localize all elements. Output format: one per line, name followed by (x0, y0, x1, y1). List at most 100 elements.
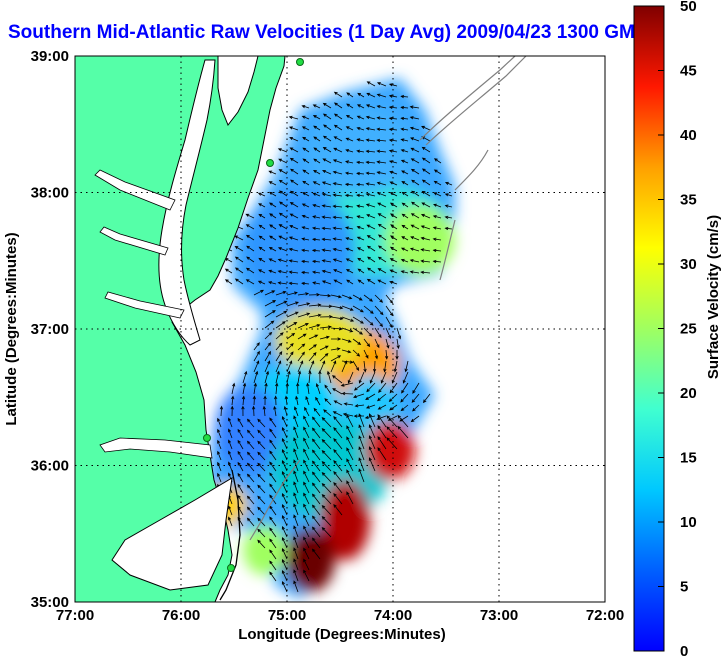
velocity-vector (321, 204, 332, 208)
velocity-vector (409, 247, 420, 252)
velocity-vector (275, 382, 279, 395)
rappahannock-river (99, 226, 169, 256)
chesapeake-bay (158, 59, 216, 346)
velocity-vector (311, 548, 321, 560)
velocity-vector (258, 257, 266, 263)
velocity-vector (275, 342, 283, 351)
velocity-vector (281, 558, 288, 571)
velocity-vector (358, 413, 365, 428)
velocity-vector (432, 248, 442, 253)
colorbar-tick-label: 50 (680, 0, 697, 15)
velocity-vector (377, 213, 387, 219)
velocity-vector (324, 384, 332, 395)
velocity-vector (352, 360, 360, 371)
velocity-vector (231, 395, 235, 406)
velocity-vector (346, 491, 354, 505)
velocity-vector (365, 171, 376, 175)
velocity-vector (333, 136, 343, 142)
velocity-vector (377, 234, 387, 241)
velocity-vector (267, 281, 277, 285)
velocity-vector (400, 393, 409, 403)
velocity-vector (444, 193, 453, 197)
velocity-vector (288, 281, 299, 286)
velocity-vector (257, 192, 266, 197)
velocity-vector (217, 461, 222, 472)
velocity-vector (264, 300, 277, 307)
velocity-vector (356, 215, 365, 219)
velocity-vector (341, 294, 353, 300)
velocity-vector (357, 257, 365, 263)
velocity-vector (257, 484, 266, 494)
pamlico-sound (111, 477, 233, 591)
velocity-vector (388, 149, 398, 153)
velocity-vector (421, 146, 431, 153)
velocity-vector (344, 215, 354, 219)
velocity-vector (277, 281, 288, 285)
velocity-vector (356, 171, 365, 176)
velocity-vector (376, 127, 387, 131)
velocity-vector (421, 136, 431, 142)
velocity-vector (401, 202, 409, 208)
velocity-vector (388, 83, 398, 87)
velocity-vector (322, 113, 332, 120)
velocity-vector (332, 182, 343, 186)
velocity-vector (237, 494, 244, 505)
velocity-vector (278, 212, 288, 219)
velocity-vector (363, 349, 369, 359)
velocity-vector (234, 256, 244, 263)
velocity-vector (281, 426, 288, 439)
velocity-vector (269, 516, 277, 527)
velocity-vector (344, 204, 354, 209)
velocity-vector (343, 402, 354, 406)
velocity-vector (345, 171, 354, 175)
james-river (104, 291, 185, 319)
velocity-vector (312, 192, 321, 197)
velocity-vector (297, 333, 307, 340)
velocity-vector (376, 171, 387, 175)
velocity-vector (400, 149, 409, 153)
velocity-vector (352, 294, 363, 301)
velocity-vector (303, 536, 310, 549)
velocity-vector (376, 116, 387, 120)
chart-title: Southern Mid-Atlantic Raw Velocities (1 … (8, 22, 647, 43)
velocity-vector (293, 525, 299, 538)
velocity-vector (358, 446, 365, 461)
velocity-vector (269, 428, 277, 439)
velocity-vector (311, 449, 321, 461)
velocity-vector (303, 426, 310, 439)
velocity-vector (281, 503, 288, 516)
velocity-vector (303, 558, 310, 571)
velocity-vector (389, 246, 398, 252)
velocity-vector (275, 351, 283, 362)
velocity-vector (302, 180, 310, 186)
velocity-vector (296, 382, 300, 395)
velocity-vector (367, 256, 376, 263)
velocity-vector (400, 94, 409, 99)
velocity-vector (330, 305, 344, 310)
velocity-vector (401, 224, 409, 230)
velocity-vector (376, 93, 387, 98)
velocity-vector (400, 105, 409, 110)
velocity-vector (401, 213, 409, 219)
velocity-vector (313, 147, 321, 153)
velocity-vector (444, 204, 453, 208)
velocity-vector (237, 472, 244, 483)
velocity-vector (389, 258, 398, 263)
velocity-vector (356, 193, 365, 198)
velocity-vector (333, 426, 343, 439)
velocity-vector (356, 225, 365, 230)
velocity-vector (258, 269, 266, 274)
velocity-vector (341, 316, 355, 322)
potomac-river (94, 169, 176, 211)
velocity-vector (363, 305, 374, 314)
velocity-vector (311, 504, 321, 516)
velocity-vector (308, 351, 317, 362)
velocity-vector (376, 149, 387, 153)
velocity-vector (303, 437, 310, 450)
velocity-vector (323, 124, 332, 131)
velocity-vector (303, 569, 310, 582)
velocity-vector (257, 528, 266, 538)
velocity-vector (333, 437, 343, 450)
velocity-vector (278, 190, 288, 197)
velocity-vector (312, 104, 321, 109)
